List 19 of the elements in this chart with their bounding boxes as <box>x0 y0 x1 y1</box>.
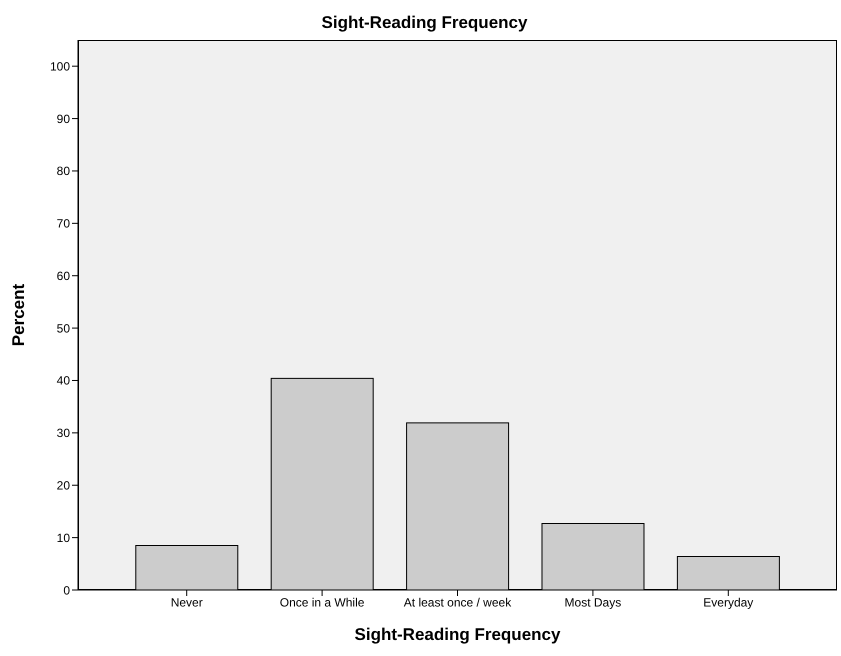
x-axis-title: Sight-Reading Frequency <box>354 625 561 644</box>
y-tick-label: 10 <box>56 530 70 545</box>
y-tick-label: 60 <box>56 268 70 283</box>
y-tick-label: 100 <box>50 59 70 74</box>
chart-title: Sight-Reading Frequency <box>320 12 528 34</box>
y-tick-label: 70 <box>56 216 70 231</box>
y-tick-label: 0 <box>63 583 70 598</box>
y-tick-label: 50 <box>56 321 70 336</box>
x-tick-label: Most Days <box>564 596 622 610</box>
x-tick-label: Never <box>170 596 203 610</box>
y-tick-label: 40 <box>56 374 70 388</box>
y-tick-label: 80 <box>56 164 70 178</box>
y-tick-label: 30 <box>56 426 70 440</box>
y-axis-title: Percent <box>9 283 28 346</box>
y-tick-label: 90 <box>56 112 70 126</box>
x-tick-label: At least once / week <box>404 596 512 610</box>
x-tick-label: Once in a While <box>280 596 365 610</box>
x-tick-label: Everyday <box>703 596 754 610</box>
y-tick-label: 20 <box>56 478 70 492</box>
